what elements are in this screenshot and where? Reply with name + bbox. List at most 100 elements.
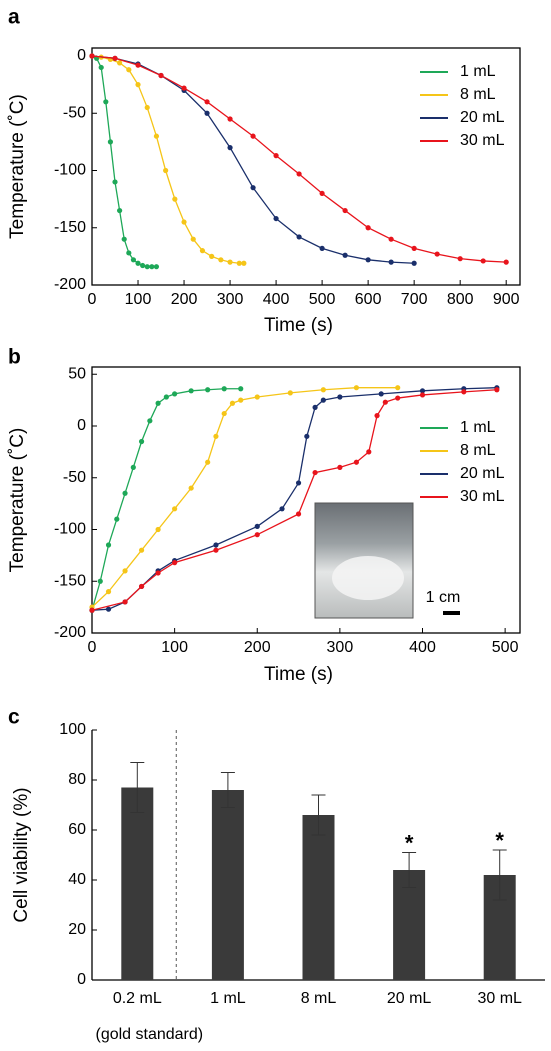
data-point [126, 67, 132, 73]
data-point [107, 139, 114, 145]
data-point [213, 542, 219, 548]
data-point [204, 110, 210, 116]
data-point [337, 464, 343, 470]
data-point [105, 588, 112, 595]
y-tick-label: -100 [54, 521, 86, 538]
y-tick-label: 0 [77, 971, 86, 988]
data-point [382, 399, 388, 405]
data-point [365, 225, 371, 231]
data-point [319, 245, 325, 251]
data-point [419, 388, 426, 394]
bar [121, 787, 154, 980]
data-point [366, 449, 372, 455]
x-tick-label: 500 [309, 291, 336, 308]
data-point [213, 547, 219, 553]
y-axis-label: Cell viability (%) [11, 787, 32, 922]
data-point [320, 397, 326, 403]
data-point [97, 578, 103, 584]
data-point [155, 400, 161, 406]
data-point [295, 511, 302, 517]
x-tick-label: 300 [327, 639, 354, 656]
x-tick-label: 0 [88, 291, 97, 308]
data-point [103, 99, 109, 105]
y-tick-label: 50 [68, 365, 86, 382]
panel-label: b [8, 346, 21, 369]
data-point [296, 171, 302, 177]
data-point [138, 547, 145, 553]
x-tick-label: 20 mL [387, 990, 432, 1007]
scale-bar-label: 1 cm [426, 589, 461, 606]
y-axis-label: Temperature (˚C) [7, 428, 28, 573]
data-point [153, 133, 160, 139]
data-point [112, 55, 118, 61]
x-tick-label: 200 [171, 291, 198, 308]
y-tick-label: -200 [54, 276, 86, 293]
legend-label: 1 mL [460, 63, 496, 80]
data-point [122, 490, 128, 496]
data-point [342, 207, 348, 214]
data-point [153, 264, 160, 270]
x-tick-label: 700 [401, 291, 428, 308]
legend-label: 30 mL [460, 132, 505, 149]
data-point [254, 523, 260, 529]
data-point [374, 413, 380, 419]
data-point [130, 464, 136, 470]
data-point [172, 391, 178, 397]
x-tick-label: 100 [125, 291, 152, 308]
data-point [105, 542, 112, 548]
legend-label: 1 mL [460, 419, 496, 436]
data-point [304, 433, 310, 439]
series-line [91, 389, 497, 611]
bar [393, 870, 426, 980]
y-tick-label: -150 [54, 572, 86, 589]
x-tick-label: 1 mL [210, 990, 246, 1007]
data-point [411, 245, 417, 251]
data-point [229, 400, 236, 406]
x-tick-label: 300 [217, 291, 244, 308]
y-tick-label: 20 [68, 921, 86, 938]
data-point [254, 394, 260, 400]
data-point [312, 404, 318, 410]
data-point [461, 389, 467, 395]
data-point [218, 257, 224, 263]
data-point [105, 606, 112, 612]
data-point [221, 410, 227, 417]
data-point [254, 532, 260, 538]
data-point [172, 196, 178, 202]
x-tick-label: 600 [355, 291, 382, 308]
data-point [122, 599, 128, 605]
data-point [181, 219, 187, 225]
data-point [227, 259, 233, 265]
inset-sample [332, 556, 404, 600]
data-point [130, 257, 137, 263]
data-point [342, 252, 348, 258]
data-point [121, 236, 127, 242]
data-point [89, 607, 95, 613]
plot-frame [91, 366, 521, 634]
y-tick-label: 0 [77, 417, 86, 434]
data-point [205, 459, 211, 465]
data-point [144, 104, 150, 111]
data-point [163, 394, 169, 400]
data-point [190, 236, 196, 242]
x-tick-label: 100 [161, 639, 188, 656]
data-point [319, 190, 325, 197]
significance-mark: * [495, 828, 504, 853]
data-point [273, 215, 279, 222]
data-point [155, 570, 161, 576]
series-line [91, 388, 241, 611]
panel-label: a [8, 6, 20, 29]
y-tick-label: 0 [77, 47, 86, 64]
data-point [138, 438, 145, 445]
x-axis-label: Time (s) [264, 315, 333, 336]
plot-frame [91, 47, 521, 286]
data-point [238, 386, 244, 392]
data-point [494, 387, 500, 393]
data-point [273, 153, 279, 159]
data-point [172, 560, 178, 566]
bar [211, 790, 244, 980]
legend-label: 20 mL [460, 109, 505, 126]
legend-label: 20 mL [460, 465, 505, 482]
data-point [337, 394, 343, 400]
x-tick-label: 800 [447, 291, 474, 308]
